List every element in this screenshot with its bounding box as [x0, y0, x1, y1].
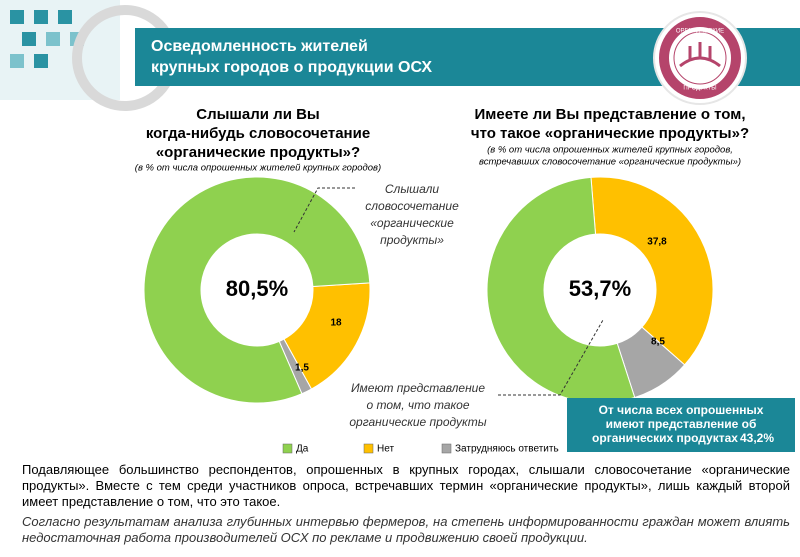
title-line: Осведомленность жителей: [151, 38, 368, 55]
chart-title: «органические продукты»?: [156, 144, 360, 161]
paragraph: Подавляющее большинство респондентов, оп…: [22, 462, 790, 509]
donut-segment: [143, 176, 371, 404]
legend-swatch: [441, 443, 452, 454]
annotation: «органические: [370, 216, 454, 230]
info-text: органических продуктах: [592, 431, 738, 445]
annotation: Слышали: [385, 182, 440, 196]
donut-segment: [486, 176, 636, 404]
info-box: [567, 398, 795, 452]
chart-area: Осведомленность жителей крупных городов …: [0, 0, 800, 455]
annotation: словосочетание: [365, 199, 459, 213]
center-label: 53,7%: [569, 276, 631, 301]
info-text: От числа всех опрошенных: [599, 403, 764, 417]
chart-title: когда-нибудь словосочетание: [146, 125, 370, 142]
value-label: 37,8: [647, 237, 667, 248]
annotation: органические продукты: [349, 415, 486, 429]
annotation: о том, что такое: [366, 398, 469, 412]
value-label: 18: [330, 318, 342, 329]
center-label: 80,5%: [226, 276, 288, 301]
legend-label: Затрудняюсь ответить: [455, 444, 559, 455]
chart-title: Имеете ли Вы представление о том,: [474, 106, 745, 123]
chart-subtitle: (в % от числа опрошенных жителей крупных…: [135, 163, 381, 174]
annotation: Имеют представление: [351, 381, 485, 395]
note: Согласно результатам анализа глубинных и…: [22, 514, 790, 545]
legend-swatch: [282, 443, 293, 454]
leader-line: [498, 319, 604, 396]
donut-segment: [590, 176, 714, 366]
chart-title: что такое «органические продукты»?: [471, 125, 749, 142]
chart-subtitle: встречавших словосочетание «органические…: [479, 157, 741, 168]
legend-swatch: [363, 443, 374, 454]
info-value: 43,2%: [740, 431, 774, 445]
title-line: крупных городов о продукции ОСХ: [151, 59, 432, 76]
legend-label: Да: [296, 444, 309, 455]
info-text: имеют представление об: [606, 417, 757, 431]
logo-text: ПРОДУКТЫ: [683, 86, 716, 92]
decor: [0, 0, 800, 111]
chart-subtitle: (в % от числа опрошенных жителей крупных…: [487, 145, 733, 156]
annotation: продукты»: [380, 233, 444, 247]
value-label: 8,5: [651, 337, 665, 348]
leader-line: [293, 187, 355, 233]
value-label: 1,5: [295, 363, 309, 374]
legend-label: Нет: [377, 444, 394, 455]
logo-text: ОРГАНИЧЕСКИЕ: [676, 29, 724, 35]
chart-title: Слышали ли Вы: [196, 106, 320, 123]
